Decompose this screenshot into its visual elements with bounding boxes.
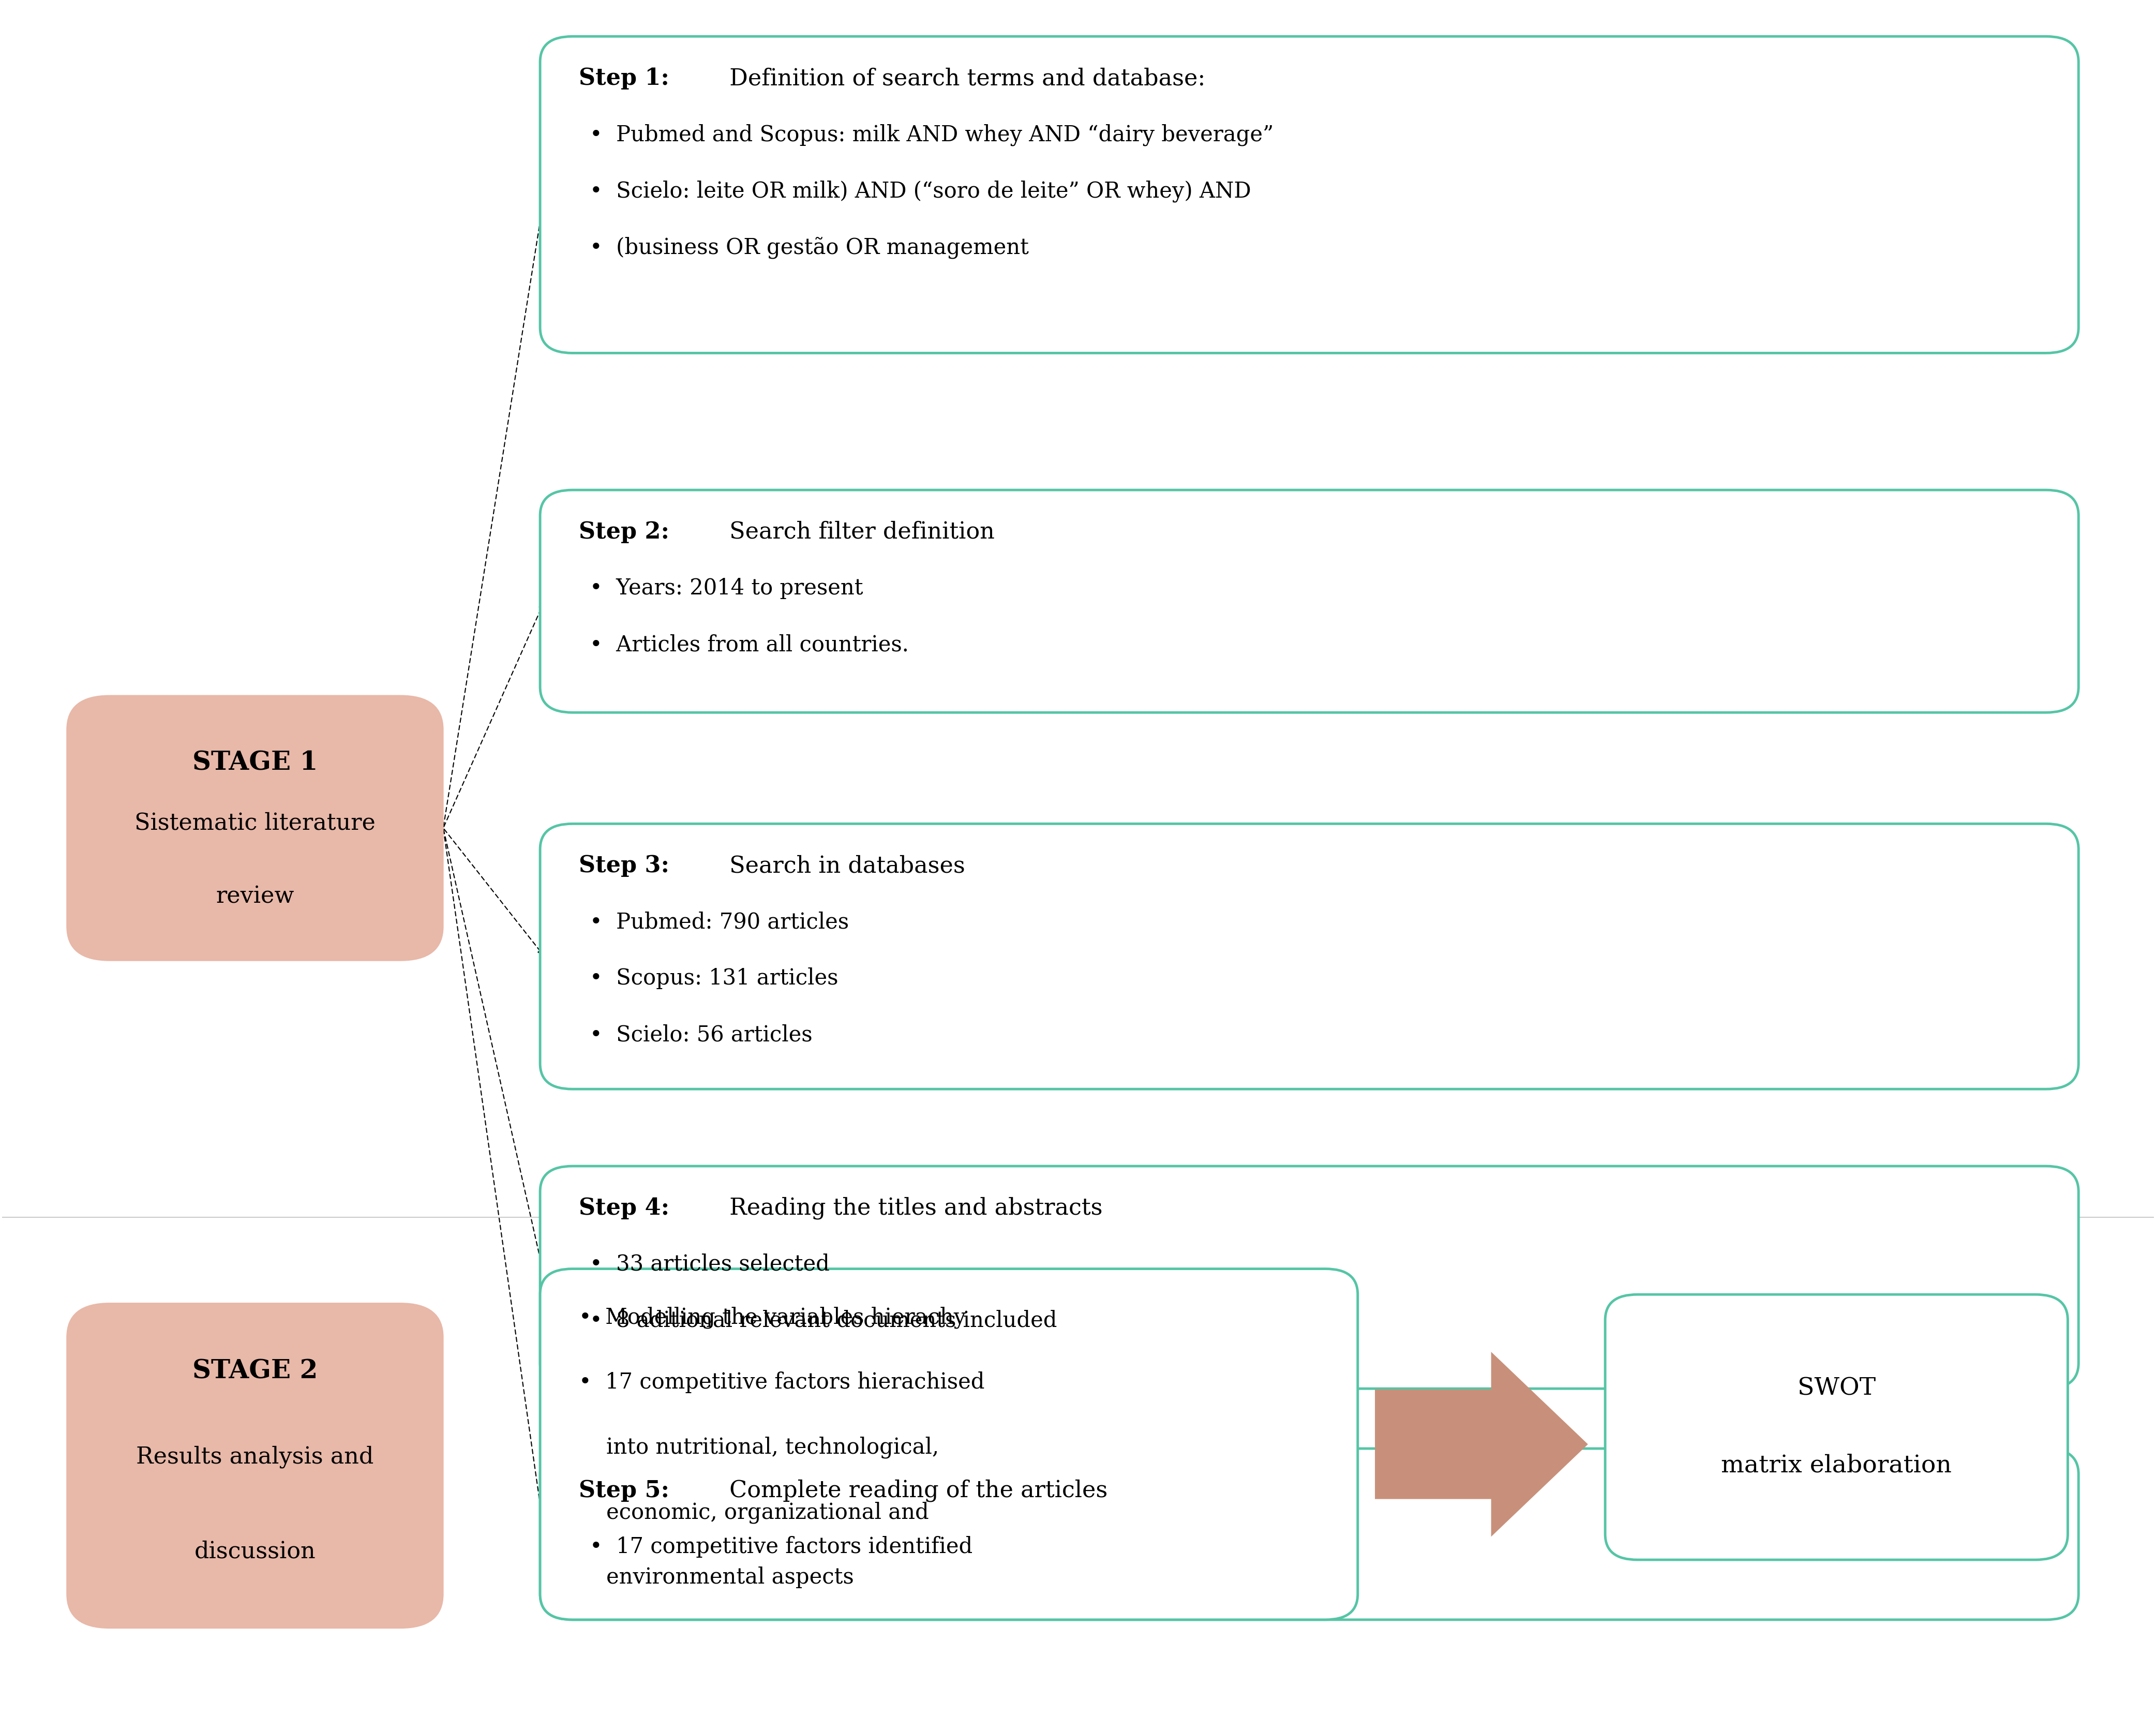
Text: environmental aspects: environmental aspects: [578, 1567, 854, 1589]
Text: discussion: discussion: [194, 1539, 315, 1562]
Text: review: review: [216, 885, 293, 908]
Text: •  Scielo: leite OR milk) AND (“soro de leite” OR whey) AND: • Scielo: leite OR milk) AND (“soro de l…: [589, 180, 1250, 202]
FancyBboxPatch shape: [1606, 1294, 2068, 1560]
Text: •  Years: 2014 to present: • Years: 2014 to present: [589, 577, 862, 599]
FancyBboxPatch shape: [539, 1448, 2078, 1620]
Text: SWOT: SWOT: [1798, 1376, 1876, 1400]
Text: •  33 articles selected: • 33 articles selected: [589, 1253, 830, 1275]
Text: economic, organizational and: economic, organizational and: [578, 1501, 929, 1524]
Text: Step 1:: Step 1:: [578, 67, 668, 89]
FancyBboxPatch shape: [539, 491, 2078, 712]
Text: Search filter definition: Search filter definition: [722, 520, 994, 544]
Text: •  Scopus: 131 articles: • Scopus: 131 articles: [589, 968, 839, 990]
Text: matrix elaboration: matrix elaboration: [1720, 1453, 1951, 1477]
Text: •  Articles from all countries.: • Articles from all countries.: [589, 633, 908, 656]
Text: •  8 aditional relevant documents included: • 8 aditional relevant documents include…: [589, 1309, 1056, 1332]
Text: •  Modelling the variables hierachy: • Modelling the variables hierachy: [578, 1306, 966, 1328]
Text: •  17 competitive factors hierachised: • 17 competitive factors hierachised: [578, 1371, 985, 1393]
Text: Step 2:: Step 2:: [578, 520, 668, 542]
Text: Step 5:: Step 5:: [578, 1479, 668, 1501]
FancyBboxPatch shape: [539, 1167, 2078, 1388]
Text: •  Pubmed: 790 articles: • Pubmed: 790 articles: [589, 911, 849, 934]
Text: Sistematic literature: Sistematic literature: [134, 812, 375, 834]
FancyBboxPatch shape: [539, 36, 2078, 353]
Text: STAGE 2: STAGE 2: [192, 1359, 317, 1385]
Text: •  (business OR gestão OR management: • (business OR gestão OR management: [589, 237, 1028, 259]
Text: •  Scielo: 56 articles: • Scielo: 56 articles: [589, 1024, 813, 1045]
Text: •  17 competitive factors identified: • 17 competitive factors identified: [589, 1536, 972, 1558]
Polygon shape: [1376, 1352, 1589, 1538]
Text: Step 4:: Step 4:: [578, 1198, 668, 1218]
Text: Results analysis and: Results analysis and: [136, 1447, 373, 1469]
FancyBboxPatch shape: [539, 824, 2078, 1090]
Text: Definition of search terms and database:: Definition of search terms and database:: [722, 67, 1205, 89]
FancyBboxPatch shape: [539, 1268, 1358, 1620]
Text: Search in databases: Search in databases: [722, 855, 966, 877]
Text: Complete reading of the articles: Complete reading of the articles: [722, 1479, 1108, 1501]
FancyBboxPatch shape: [67, 695, 444, 961]
Text: Reading the titles and abstracts: Reading the titles and abstracts: [722, 1198, 1102, 1220]
FancyBboxPatch shape: [67, 1302, 444, 1628]
Text: Step 3:: Step 3:: [578, 855, 668, 877]
Text: STAGE 1: STAGE 1: [192, 750, 317, 776]
Text: •  Pubmed and Scopus: milk AND whey AND “dairy beverage”: • Pubmed and Scopus: milk AND whey AND “…: [589, 124, 1274, 146]
Text: into nutritional, technological,: into nutritional, technological,: [578, 1436, 938, 1459]
